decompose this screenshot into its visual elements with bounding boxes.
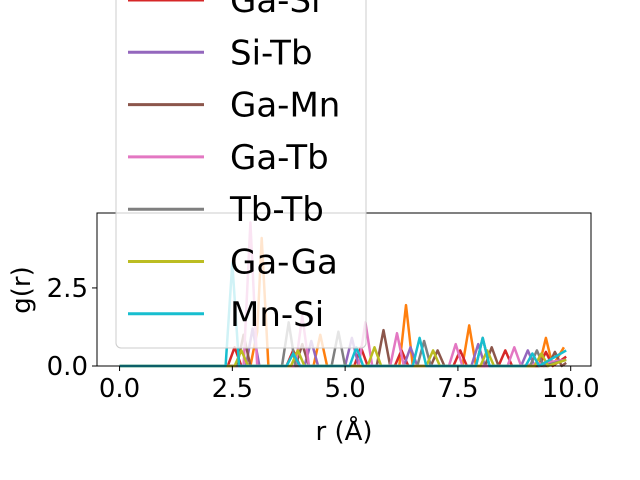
x-tick-label: 5.0 bbox=[324, 374, 365, 404]
x-tick-label: 7.5 bbox=[437, 374, 478, 404]
y-axis: 0.0 2.5 bbox=[47, 274, 97, 382]
x-tick-label: 0.0 bbox=[99, 374, 140, 404]
legend-label-ga-tb: Ga-Tb bbox=[230, 138, 329, 178]
x-tick-label: 10.0 bbox=[542, 374, 600, 404]
x-axis: 0.0 2.5 5.0 7.5 10.0 bbox=[99, 366, 600, 404]
legend-label-ga-mn: Ga-Mn bbox=[230, 86, 340, 126]
series-line-tb-tb bbox=[119, 321, 567, 368]
x-tick-label: 2.5 bbox=[212, 374, 253, 404]
legend-label-si-tb: Si-Tb bbox=[230, 33, 313, 73]
legend-label-mn-si: Mn-Si bbox=[230, 295, 324, 335]
legend-label-ga-si: Ga-Si bbox=[230, 0, 320, 21]
x-axis-label: r (Å) bbox=[315, 415, 372, 447]
y-tick-label: 0.0 bbox=[47, 352, 88, 382]
legend: Ga-Si Si-Tb Ga-Mn Ga-Tb Tb-Tb Ga-Ga Mn-Si bbox=[115, 0, 367, 349]
legend-label-ga-ga: Ga-Ga bbox=[230, 243, 338, 283]
y-axis-label: g(r) bbox=[7, 266, 37, 313]
y-tick-label: 2.5 bbox=[47, 274, 88, 304]
legend-label-tb-tb: Tb-Tb bbox=[229, 190, 324, 230]
